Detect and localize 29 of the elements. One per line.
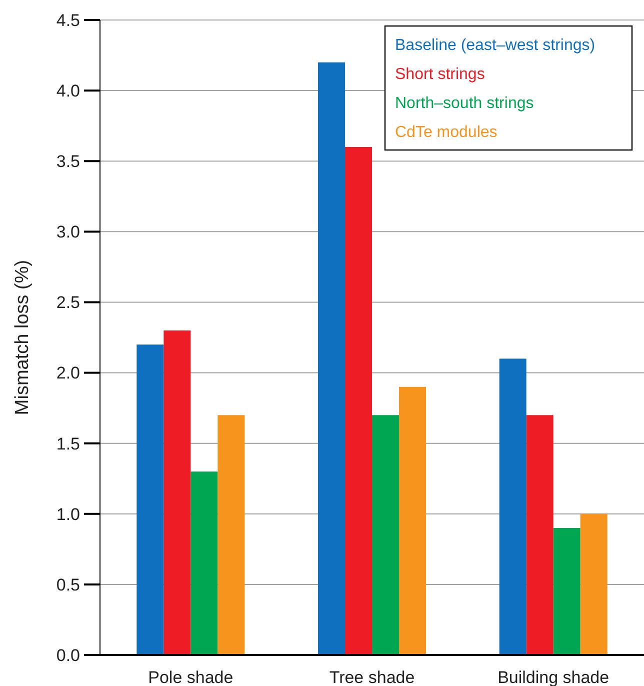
y-tick-label: 0.5: [56, 575, 80, 594]
x-tick-label: Tree shade: [329, 668, 415, 686]
y-tick-label: 0.0: [56, 646, 80, 665]
bar: [345, 147, 372, 655]
bar: [399, 386, 426, 655]
x-tick-label: Pole shade: [148, 668, 234, 686]
bar: [318, 62, 345, 655]
y-tick-label: 1.5: [56, 434, 80, 454]
bar: [553, 528, 580, 655]
bar: [580, 514, 608, 655]
bar: [190, 472, 218, 655]
text: Short strings: [395, 66, 485, 83]
y-tick-label: 2.5: [56, 293, 80, 312]
bar: [136, 344, 164, 655]
bar: [499, 358, 526, 655]
text: North–south strings: [395, 95, 534, 112]
text: Baseline (east–west strings): [395, 37, 596, 54]
bar: [526, 415, 554, 655]
y-tick-label: 2.0: [56, 364, 80, 383]
bar: [372, 415, 399, 655]
text: CdTe modules: [395, 124, 498, 141]
y-tick-label: 3.5: [56, 152, 80, 172]
y-axis-title: Mismatch loss (%): [12, 260, 33, 416]
y-tick-label: 4.5: [56, 10, 80, 30]
y-tick-label: 1.0: [56, 504, 80, 524]
bar: [218, 415, 245, 655]
bar: [164, 330, 191, 655]
y-tick-label: 3.0: [56, 222, 80, 242]
y-tick-label: 4.0: [56, 82, 80, 101]
